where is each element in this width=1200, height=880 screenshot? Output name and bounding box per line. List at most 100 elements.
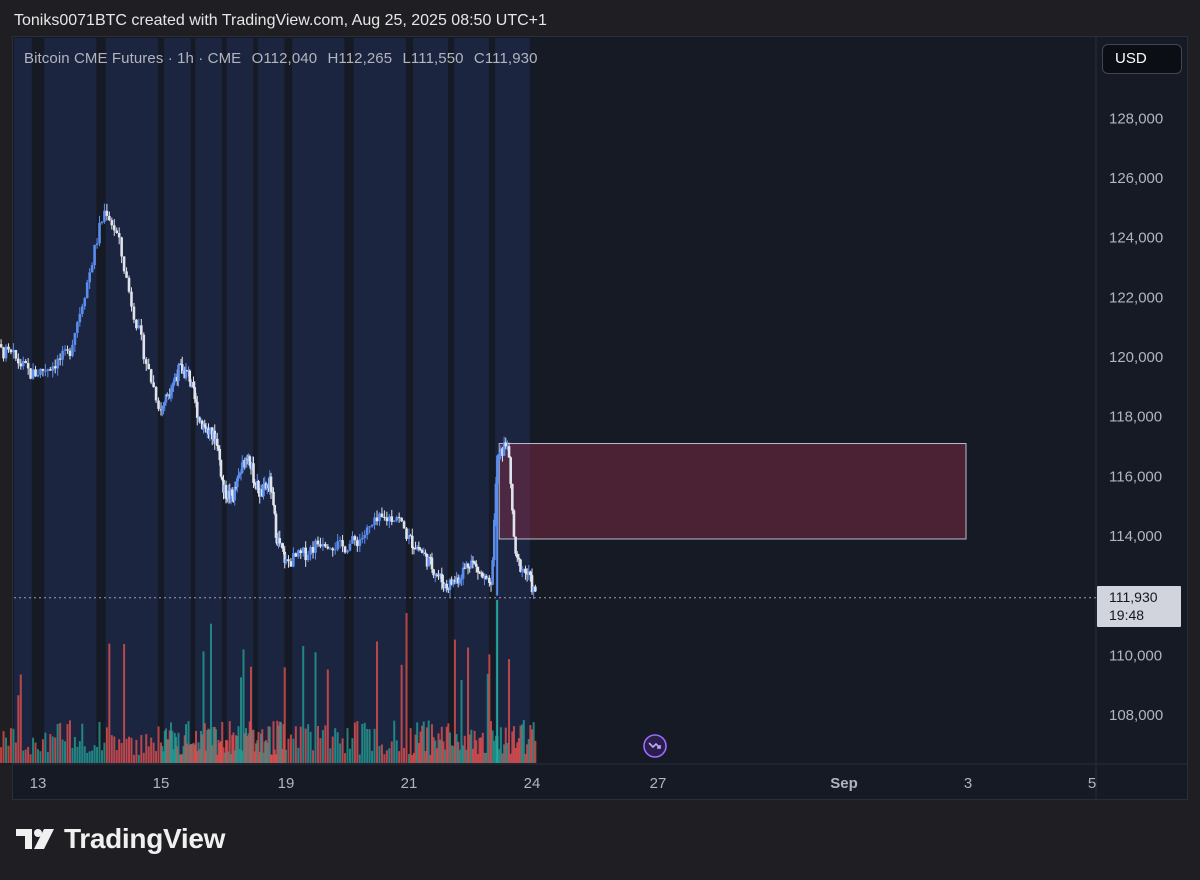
time-tick-label: Sep bbox=[830, 775, 858, 792]
candle-body bbox=[140, 325, 143, 335]
volume-bar bbox=[228, 721, 231, 763]
volume-bar bbox=[76, 746, 79, 763]
candle-body bbox=[356, 540, 359, 547]
volume-bar bbox=[166, 739, 169, 763]
volume-bar bbox=[519, 725, 522, 763]
volume-bar bbox=[285, 749, 287, 763]
volume-bar bbox=[135, 739, 138, 763]
candle-body bbox=[417, 546, 421, 550]
candle-body bbox=[453, 580, 457, 582]
price-tick-label: 118,000 bbox=[1109, 409, 1162, 426]
supply-zone[interactable] bbox=[498, 443, 967, 540]
candle-body bbox=[2, 347, 5, 359]
volume-bar bbox=[416, 722, 419, 763]
volume-bar bbox=[411, 754, 414, 763]
candle-body bbox=[115, 230, 119, 234]
volume-bar bbox=[422, 721, 425, 763]
volume-bar bbox=[267, 726, 270, 763]
volume-bar bbox=[29, 754, 32, 763]
session-band bbox=[292, 38, 345, 763]
volume-bar bbox=[371, 750, 374, 763]
candle-body bbox=[527, 571, 531, 575]
volume-bar bbox=[78, 741, 81, 763]
candle-body bbox=[443, 583, 447, 589]
candle-body bbox=[424, 552, 427, 554]
candle-body bbox=[343, 546, 347, 553]
volume-bar bbox=[255, 743, 257, 763]
candle-body bbox=[360, 537, 364, 540]
volume-bar bbox=[137, 754, 140, 763]
candle-body bbox=[419, 549, 422, 551]
volume-bar bbox=[344, 753, 347, 763]
candle-body bbox=[83, 298, 87, 307]
session-band bbox=[195, 38, 222, 763]
volume-bar bbox=[155, 751, 158, 763]
candle-body bbox=[460, 578, 463, 580]
volume-bar bbox=[508, 659, 511, 763]
candle-body bbox=[234, 487, 238, 489]
candle-body bbox=[474, 563, 478, 567]
volume-bar bbox=[331, 736, 334, 763]
candle-body bbox=[476, 566, 480, 573]
candle-body bbox=[272, 492, 275, 506]
scroll-to-realtime-icon[interactable] bbox=[643, 734, 667, 758]
candle-body bbox=[348, 543, 352, 551]
candle-body bbox=[284, 559, 288, 563]
volume-bar bbox=[93, 745, 96, 763]
candle-body bbox=[127, 277, 131, 292]
volume-bar bbox=[450, 745, 453, 763]
candle-body bbox=[437, 574, 440, 577]
bar-countdown: 19:48 bbox=[1109, 607, 1145, 623]
volume-bar bbox=[152, 742, 155, 763]
volume-bar bbox=[113, 736, 116, 763]
volume-bar bbox=[261, 729, 264, 763]
volume-bar bbox=[147, 746, 150, 763]
volume-bar bbox=[218, 742, 221, 763]
volume-bar bbox=[409, 728, 412, 763]
candle-body bbox=[273, 505, 277, 514]
price-tick-label: 114,000 bbox=[1109, 528, 1162, 545]
volume-bar bbox=[27, 746, 30, 763]
candle-body bbox=[112, 225, 116, 231]
candle-body bbox=[44, 370, 47, 372]
volume-bar bbox=[351, 738, 354, 763]
volume-bar bbox=[527, 739, 530, 763]
candle-body bbox=[219, 460, 223, 477]
currency-button[interactable]: USD bbox=[1102, 44, 1182, 74]
candle-body bbox=[125, 271, 128, 278]
candle-body bbox=[66, 349, 69, 351]
volume-bar bbox=[457, 741, 460, 763]
volume-bar bbox=[108, 643, 111, 763]
volume-bar bbox=[216, 754, 219, 763]
session-bands bbox=[14, 38, 530, 763]
candle-body bbox=[235, 478, 239, 488]
volume-bar bbox=[212, 727, 215, 763]
volume-bar bbox=[501, 753, 504, 763]
candle-body bbox=[351, 536, 354, 544]
candle-body bbox=[520, 569, 524, 572]
volume-bar bbox=[390, 741, 393, 763]
volume-bar bbox=[302, 645, 305, 763]
volume-bar bbox=[499, 727, 502, 763]
volume-bar bbox=[363, 722, 366, 763]
volume-bar bbox=[471, 748, 474, 763]
volume-bar bbox=[24, 749, 27, 763]
volume-bar bbox=[130, 737, 133, 763]
candle-body bbox=[489, 582, 493, 585]
candle-body bbox=[388, 516, 391, 522]
volume-bar bbox=[512, 726, 515, 763]
volume-bar bbox=[289, 734, 292, 763]
candle-body bbox=[203, 424, 207, 427]
candle-body bbox=[188, 370, 192, 382]
candle-body bbox=[448, 579, 452, 590]
volume-bar bbox=[180, 754, 182, 763]
candle-body bbox=[149, 369, 153, 383]
volume-bar bbox=[86, 752, 89, 763]
time-tick-label: 5 bbox=[1088, 775, 1096, 792]
candle-body bbox=[400, 517, 403, 522]
volume-bar bbox=[44, 732, 47, 763]
volume-bar bbox=[434, 740, 437, 763]
volume-bar bbox=[183, 735, 186, 763]
volume-bar bbox=[190, 744, 192, 763]
